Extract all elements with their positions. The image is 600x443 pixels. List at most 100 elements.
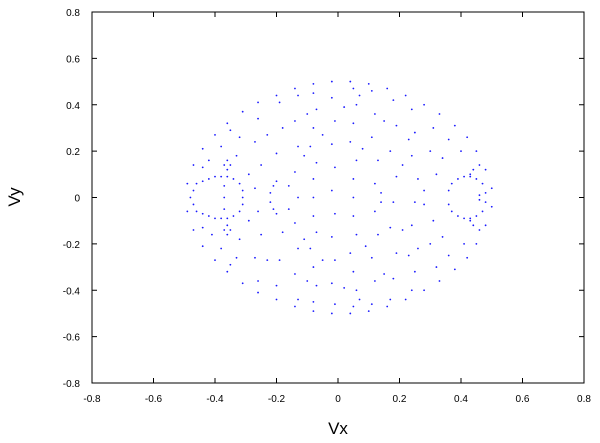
data-point — [475, 178, 478, 180]
data-point — [389, 226, 392, 229]
data-point — [349, 140, 352, 143]
data-point — [392, 99, 395, 102]
data-point — [469, 219, 472, 222]
data-point — [343, 287, 346, 289]
data-point — [352, 270, 355, 273]
data-point — [330, 143, 333, 146]
data-point — [266, 259, 269, 262]
data-point — [484, 224, 487, 227]
y-tick-label: -0.8 — [63, 379, 81, 390]
data-point — [352, 215, 355, 217]
data-point — [315, 231, 318, 234]
data-point — [275, 152, 278, 155]
data-point — [220, 217, 223, 220]
x-tick-label: -0.4 — [206, 394, 224, 405]
data-point — [226, 270, 229, 273]
data-point — [349, 80, 352, 83]
data-point — [294, 171, 296, 173]
data-point — [195, 210, 198, 213]
data-point — [355, 159, 358, 162]
data-point — [410, 154, 413, 157]
data-point — [466, 136, 469, 139]
data-point — [312, 310, 315, 313]
data-point — [238, 210, 241, 213]
data-point — [281, 127, 284, 129]
data-point — [469, 175, 472, 178]
data-point — [457, 215, 459, 217]
data-point — [383, 273, 386, 275]
data-point — [457, 178, 459, 180]
data-point — [201, 147, 204, 150]
data-point — [201, 226, 204, 229]
data-point — [192, 203, 195, 206]
data-point — [334, 303, 336, 306]
data-point — [294, 273, 296, 275]
data-point — [330, 80, 333, 83]
data-point — [312, 127, 315, 129]
data-point — [358, 94, 361, 97]
data-point — [321, 133, 324, 136]
data-point — [463, 217, 465, 220]
data-point — [229, 263, 232, 266]
data-point — [229, 229, 232, 231]
data-point — [432, 219, 435, 222]
x-tick-label: 0.4 — [454, 394, 468, 405]
data-point — [374, 113, 376, 115]
data-point — [367, 82, 370, 85]
data-point — [361, 147, 364, 150]
y-tick-label: 0.4 — [66, 101, 80, 112]
data-point — [211, 233, 213, 236]
data-point — [401, 229, 404, 231]
data-point — [192, 164, 195, 166]
data-point — [447, 189, 450, 192]
data-point — [287, 208, 290, 210]
data-point — [241, 196, 244, 199]
data-point — [441, 236, 444, 238]
data-point — [223, 196, 226, 199]
data-point — [241, 189, 244, 192]
data-point — [195, 182, 198, 185]
data-point — [447, 138, 450, 141]
data-point — [478, 164, 481, 166]
data-point — [201, 212, 204, 215]
data-point — [207, 215, 210, 217]
data-point — [257, 101, 259, 104]
data-point — [238, 238, 241, 241]
data-point — [435, 266, 438, 268]
data-point — [370, 256, 373, 259]
data-point — [481, 210, 484, 213]
data-points — [186, 80, 493, 315]
data-point — [374, 280, 376, 282]
data-point — [275, 298, 278, 301]
data-point — [238, 182, 241, 185]
data-point — [410, 224, 413, 227]
data-point — [226, 159, 229, 162]
data-point — [257, 280, 259, 282]
data-point — [297, 145, 299, 148]
data-point — [192, 189, 195, 192]
y-tick-label: -0.6 — [63, 333, 81, 344]
data-point — [330, 236, 333, 238]
data-point — [226, 168, 229, 171]
data-point — [312, 196, 315, 199]
data-point — [214, 217, 216, 220]
data-point — [214, 133, 216, 136]
data-point — [358, 298, 361, 301]
data-point — [201, 166, 204, 169]
x-tick-label: 0.6 — [516, 394, 530, 405]
data-point — [395, 124, 398, 127]
data-point — [352, 87, 355, 90]
data-point — [352, 196, 355, 199]
data-point — [435, 173, 438, 176]
data-point — [312, 215, 315, 217]
y-tick-label: 0.2 — [66, 147, 80, 158]
data-point — [241, 282, 244, 285]
x-tick-label: -0.8 — [83, 394, 101, 405]
data-point — [297, 298, 299, 301]
data-point — [370, 136, 373, 139]
data-point — [214, 175, 216, 178]
data-point — [226, 122, 229, 125]
data-point — [278, 101, 281, 104]
data-point — [315, 284, 318, 287]
